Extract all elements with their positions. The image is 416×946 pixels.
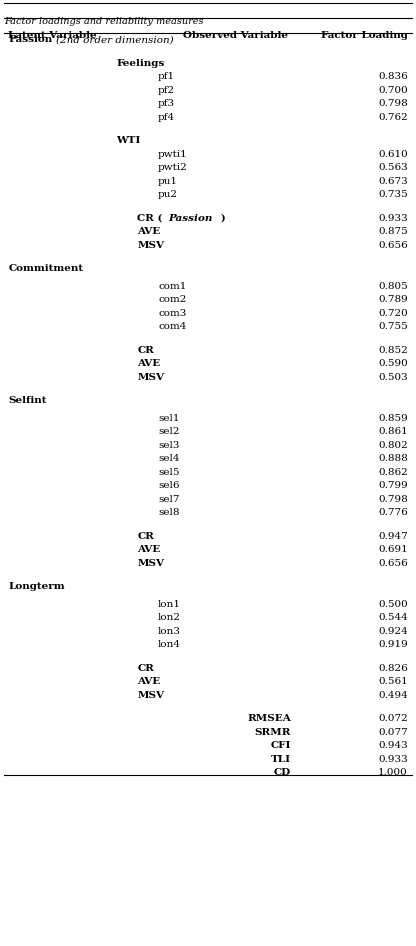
Text: 0.826: 0.826 (378, 664, 408, 673)
Text: Passion: Passion (8, 35, 52, 44)
Text: MSV: MSV (137, 559, 164, 568)
Text: sel6: sel6 (158, 482, 180, 490)
Text: MSV: MSV (137, 241, 164, 250)
Text: 0.500: 0.500 (378, 600, 408, 609)
Text: CR (: CR ( (137, 214, 163, 223)
Text: 0.656: 0.656 (378, 559, 408, 568)
Text: ): ) (210, 214, 226, 223)
Text: pu1: pu1 (158, 177, 178, 185)
Text: sel5: sel5 (158, 468, 180, 477)
Text: com3: com3 (158, 308, 186, 318)
Text: RMSEA: RMSEA (248, 714, 291, 724)
Text: pf4: pf4 (158, 113, 175, 122)
Text: 0.943: 0.943 (378, 742, 408, 750)
Text: 0.691: 0.691 (378, 545, 408, 554)
Text: 0.859: 0.859 (378, 413, 408, 423)
Text: TLI: TLI (271, 755, 291, 763)
Text: sel4: sel4 (158, 454, 180, 464)
Text: AVE: AVE (137, 545, 161, 554)
Text: 0.798: 0.798 (378, 495, 408, 504)
Text: MSV: MSV (137, 691, 164, 700)
Text: sel3: sel3 (158, 441, 180, 450)
Text: 0.924: 0.924 (378, 627, 408, 636)
Text: 0.798: 0.798 (378, 99, 408, 109)
Text: 0.561: 0.561 (378, 677, 408, 687)
Text: 1.000: 1.000 (378, 768, 408, 778)
Text: 0.919: 0.919 (378, 640, 408, 649)
Text: Commitment: Commitment (8, 264, 84, 273)
Text: pu2: pu2 (158, 190, 178, 200)
Text: MSV: MSV (137, 373, 164, 382)
Text: AVE: AVE (137, 227, 161, 236)
Text: WTI: WTI (116, 136, 141, 146)
Text: 0.799: 0.799 (378, 482, 408, 490)
Text: com2: com2 (158, 295, 186, 305)
Text: 0.610: 0.610 (378, 149, 408, 159)
Text: 0.862: 0.862 (378, 468, 408, 477)
Text: 0.072: 0.072 (378, 714, 408, 724)
Text: pf1: pf1 (158, 72, 175, 81)
Text: CR: CR (137, 664, 154, 673)
Text: sel1: sel1 (158, 413, 180, 423)
Text: 0.802: 0.802 (378, 441, 408, 450)
Text: AVE: AVE (137, 359, 161, 368)
Text: (2nd order dimension): (2nd order dimension) (56, 35, 174, 44)
Text: pf3: pf3 (158, 99, 175, 109)
Text: lon4: lon4 (158, 640, 181, 649)
Text: 0.563: 0.563 (378, 164, 408, 172)
Text: 0.077: 0.077 (378, 727, 408, 737)
Text: 0.656: 0.656 (378, 241, 408, 250)
Text: sel2: sel2 (158, 428, 180, 436)
Text: Latent Variable: Latent Variable (8, 31, 97, 41)
Text: 0.861: 0.861 (378, 428, 408, 436)
Text: 0.762: 0.762 (378, 113, 408, 122)
Text: com1: com1 (158, 282, 186, 290)
Text: 0.755: 0.755 (378, 323, 408, 331)
Text: Selfint: Selfint (8, 396, 47, 405)
Text: SRMR: SRMR (255, 727, 291, 737)
Text: sel8: sel8 (158, 508, 180, 517)
Text: 0.852: 0.852 (378, 346, 408, 355)
Text: Factor loadings and reliability measures: Factor loadings and reliability measures (4, 17, 204, 26)
Text: com4: com4 (158, 323, 186, 331)
Text: pf2: pf2 (158, 86, 175, 95)
Text: 0.875: 0.875 (378, 227, 408, 236)
Text: CFI: CFI (271, 742, 291, 750)
Text: 0.590: 0.590 (378, 359, 408, 368)
Text: lon1: lon1 (158, 600, 181, 609)
Text: 0.673: 0.673 (378, 177, 408, 185)
Text: 0.789: 0.789 (378, 295, 408, 305)
Text: pwti2: pwti2 (158, 164, 188, 172)
Text: 0.700: 0.700 (378, 86, 408, 95)
Text: sel7: sel7 (158, 495, 180, 504)
Text: 0.805: 0.805 (378, 282, 408, 290)
Text: Observed Variable: Observed Variable (183, 31, 288, 41)
Text: 0.947: 0.947 (378, 532, 408, 541)
Text: CD: CD (274, 768, 291, 778)
Text: 0.503: 0.503 (378, 373, 408, 382)
Text: lon2: lon2 (158, 613, 181, 622)
Text: CR: CR (137, 532, 154, 541)
Text: 0.544: 0.544 (378, 613, 408, 622)
Text: CR: CR (137, 346, 154, 355)
Text: 0.494: 0.494 (378, 691, 408, 700)
Text: 0.720: 0.720 (378, 308, 408, 318)
Text: Longterm: Longterm (8, 583, 65, 591)
Text: AVE: AVE (137, 677, 161, 687)
Text: 0.888: 0.888 (378, 454, 408, 464)
Text: Passion: Passion (168, 214, 213, 223)
Text: lon3: lon3 (158, 627, 181, 636)
Text: 0.776: 0.776 (378, 508, 408, 517)
Text: pwti1: pwti1 (158, 149, 188, 159)
Text: Feelings: Feelings (116, 59, 165, 68)
Text: 0.735: 0.735 (378, 190, 408, 200)
Text: 0.836: 0.836 (378, 72, 408, 81)
Text: 0.933: 0.933 (378, 755, 408, 763)
Text: Factor Loading: Factor Loading (321, 31, 408, 41)
Text: 0.933: 0.933 (378, 214, 408, 223)
